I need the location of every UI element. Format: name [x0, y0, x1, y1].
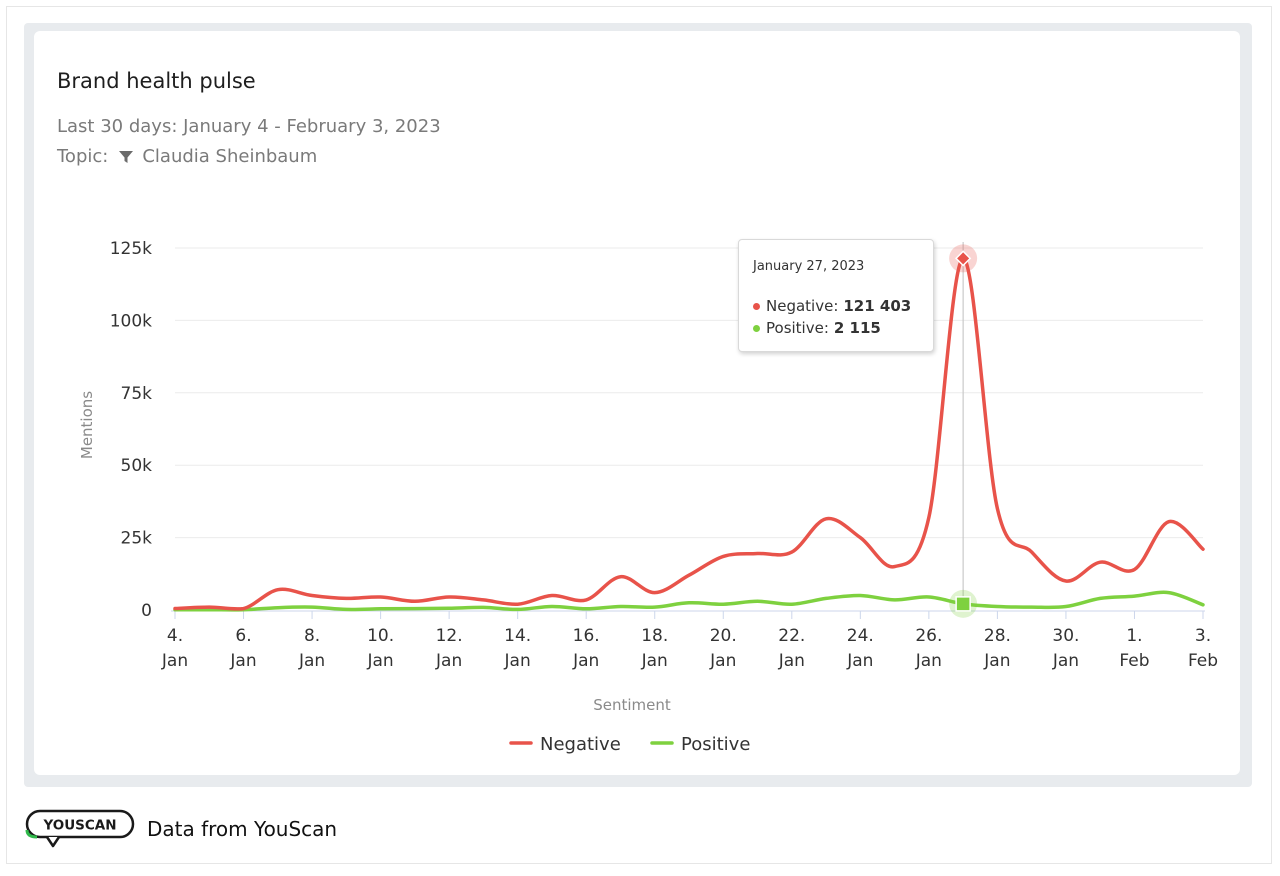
topic-label: Topic: — [57, 146, 109, 167]
x-tick-label: 1. — [1126, 626, 1142, 646]
tooltip-positive-row: Positive: 2 115 — [753, 319, 881, 337]
x-tick-label: Jan — [983, 651, 1010, 671]
x-tick-label: 22. — [778, 626, 805, 646]
x-tick-label: Jan — [435, 651, 462, 671]
y-tick-label: 125k — [110, 239, 152, 259]
legend-label-negative[interactable]: Negative — [540, 734, 621, 755]
x-tick-label: Jan — [504, 651, 531, 671]
x-tick-label: 28. — [984, 626, 1011, 646]
topic-value: Claudia Sheinbaum — [142, 146, 318, 167]
tooltip-positive-label: Positive: — [766, 319, 829, 337]
x-tick-label: 24. — [847, 626, 874, 646]
footer: YOUSCAN Data from YouScan — [25, 808, 337, 850]
x-tick-label: Feb — [1119, 651, 1149, 671]
legend-label-positive[interactable]: Positive — [681, 734, 750, 755]
series-line-positive — [173, 590, 1205, 612]
date-range-subtitle: Last 30 days: January 4 - February 3, 20… — [57, 116, 441, 137]
chart-card — [34, 31, 1240, 775]
positive-dot-icon — [753, 324, 760, 332]
topic-filter[interactable]: Topic: Claudia Sheinbaum — [57, 146, 317, 167]
x-tick-label: Jan — [915, 651, 942, 671]
x-tick-label: 16. — [573, 626, 600, 646]
y-tick-label: 100k — [110, 311, 152, 331]
tooltip-date: January 27, 2023 — [753, 259, 865, 274]
positive-marker — [955, 596, 971, 612]
x-tick-label: 26. — [915, 626, 942, 646]
x-tick-label: 14. — [504, 626, 531, 646]
x-tick-label: Jan — [778, 651, 805, 671]
tooltip-positive-value: 2 115 — [833, 319, 881, 337]
chart-title: Brand health pulse — [57, 69, 256, 93]
tooltip-negative-label: Negative: — [766, 297, 839, 315]
x-tick-label: Jan — [1052, 651, 1079, 671]
filter-icon — [118, 149, 134, 165]
x-tick-label: 3. — [1195, 626, 1211, 646]
x-tick-label: 8. — [304, 626, 320, 646]
x-tick-label: Jan — [366, 651, 393, 671]
x-axis-title: Sentiment — [593, 696, 671, 714]
x-tick-label: Jan — [846, 651, 873, 671]
tooltip-negative-row: Negative: 121 403 — [753, 297, 911, 315]
negative-dot-icon — [753, 302, 760, 310]
x-tick-label: 20. — [710, 626, 737, 646]
x-tick-label: Jan — [161, 651, 188, 671]
negative-marker — [955, 250, 972, 267]
x-tick-label: 18. — [641, 626, 668, 646]
x-tick-label: Feb — [1188, 651, 1218, 671]
y-tick-label: 0 — [141, 601, 152, 621]
footer-text: Data from YouScan — [147, 817, 338, 841]
x-tick-label: Jan — [709, 651, 736, 671]
y-tick-label: 50k — [121, 456, 153, 476]
y-axis-title: Mentions — [78, 391, 96, 459]
x-tick-label: 12. — [436, 626, 463, 646]
series-line-negative — [173, 256, 1205, 611]
x-tick-label: Jan — [229, 651, 256, 671]
chart-tooltip: January 27, 2023 Negative: 121 403 Posit… — [738, 239, 934, 352]
y-tick-label: 25k — [121, 529, 153, 549]
x-tick-label: 4. — [167, 626, 183, 646]
x-tick-label: 6. — [235, 626, 251, 646]
logo-text: YOUSCAN — [42, 818, 116, 834]
youscan-logo: YOUSCAN — [25, 809, 135, 848]
x-tick-label: Jan — [572, 651, 599, 671]
y-tick-label: 75k — [121, 384, 153, 404]
x-tick-label: Jan — [641, 651, 668, 671]
x-tick-label: 10. — [367, 626, 394, 646]
tooltip-negative-value: 121 403 — [843, 297, 912, 315]
x-tick-label: 30. — [1052, 626, 1079, 646]
x-tick-label: Jan — [298, 651, 325, 671]
